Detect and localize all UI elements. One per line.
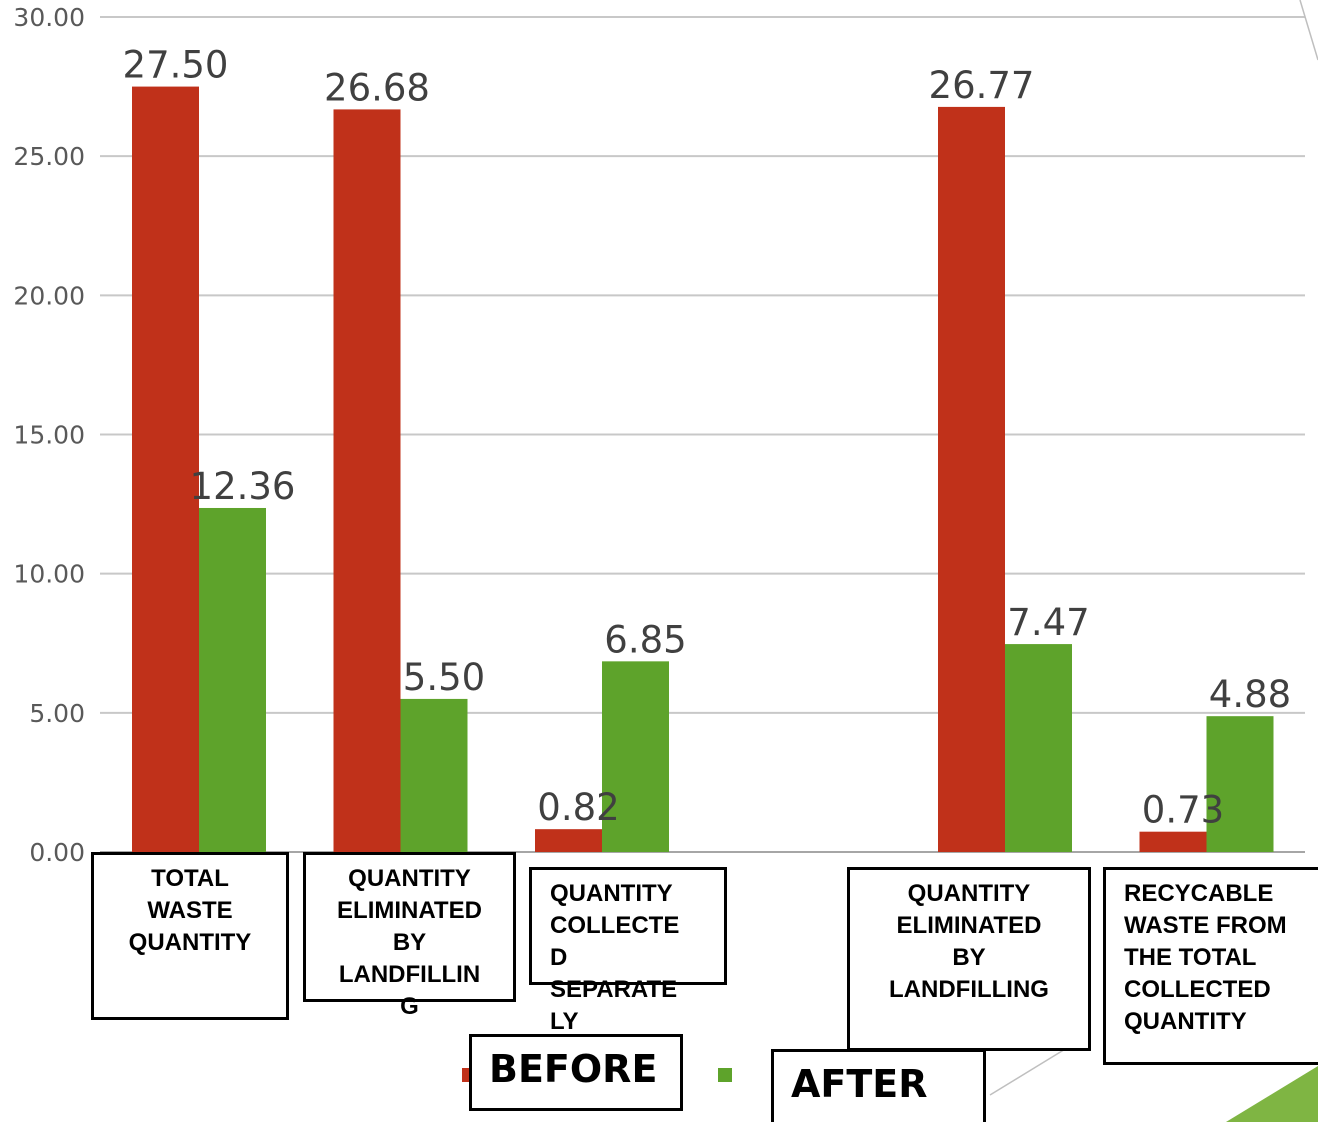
data-label: 6.85 [604, 618, 686, 661]
bar-series-1-cat-4 [1005, 644, 1072, 852]
y-tick-label: 15.00 [13, 421, 85, 450]
category-box-recyclable-waste: RECYCABLE WASTE FROM THE TOTAL COLLECTED… [1103, 867, 1318, 1065]
bar-series-0-cat-5 [1139, 831, 1207, 852]
bar-series-0-cat-0 [132, 86, 199, 853]
legend-item-before: BEFORE [469, 1034, 683, 1111]
y-tick-label: 20.00 [13, 281, 85, 310]
data-label: 26.68 [324, 66, 430, 109]
corner-triangle-decoration [1226, 1066, 1318, 1122]
y-tick-label: 5.00 [29, 699, 85, 728]
gridlines [100, 16, 1305, 853]
legend-label-after: AFTER [791, 1062, 928, 1106]
category-label: QUANTITY COLLECTE D SEPARATE LY [550, 880, 680, 1035]
y-tick-label: 25.00 [13, 142, 85, 171]
data-labels: 27.50 26.68 0.82 26.77 0.73 12.36 5.50 6.85 7.47… [123, 44, 1292, 832]
category-box-total-waste: TOTAL WASTE QUANTITY [91, 852, 289, 1020]
y-tick-label: 30.00 [13, 3, 85, 32]
bar-series-0-cat-2 [535, 829, 602, 852]
bar-series-1-cat-5 [1206, 716, 1274, 852]
category-label: TOTAL WASTE QUANTITY [128, 865, 252, 956]
y-tick-label: 10.00 [13, 560, 85, 589]
bar-series-0-cat-4 [938, 106, 1005, 852]
data-label: 26.77 [929, 64, 1035, 107]
data-label: 7.47 [1007, 601, 1089, 644]
legend-item-after: AFTER [771, 1049, 986, 1122]
data-label: 4.88 [1209, 673, 1291, 716]
category-label: QUANTITY ELIMINATED BY LANDFILLIN G [337, 865, 482, 1020]
data-label: 12.36 [190, 465, 296, 508]
bar-series-1-cat-1 [400, 698, 468, 852]
category-label: QUANTITY ELIMINATED BY LANDFILLING [889, 880, 1049, 1003]
data-label: 27.50 [123, 44, 229, 87]
bar-series-0-cat-1 [333, 109, 401, 852]
data-label: 0.73 [1142, 789, 1224, 832]
category-box-eliminated-after: QUANTITY ELIMINATED BY LANDFILLING [847, 867, 1091, 1051]
bar-series-1-cat-0 [199, 507, 266, 852]
category-box-eliminated-before: QUANTITY ELIMINATED BY LANDFILLIN G [303, 852, 516, 1020]
legend-swatch-after [718, 1068, 732, 1082]
category-box-collected-separately: QUANTITY COLLECTE D SEPARATE LY [529, 867, 727, 1035]
category-label: RECYCABLE WASTE FROM THE TOTAL COLLECTED… [1124, 880, 1287, 1035]
legend-label-before: BEFORE [489, 1047, 658, 1091]
data-label: 5.50 [403, 656, 485, 699]
y-axis-ticks: 0.00 5.00 10.00 15.00 20.00 25.00 30.00 [13, 3, 85, 867]
data-label: 0.82 [537, 786, 619, 829]
bar-series-1-cat-2 [602, 661, 669, 852]
y-tick-label: 0.00 [29, 838, 85, 867]
bars [132, 86, 1274, 853]
